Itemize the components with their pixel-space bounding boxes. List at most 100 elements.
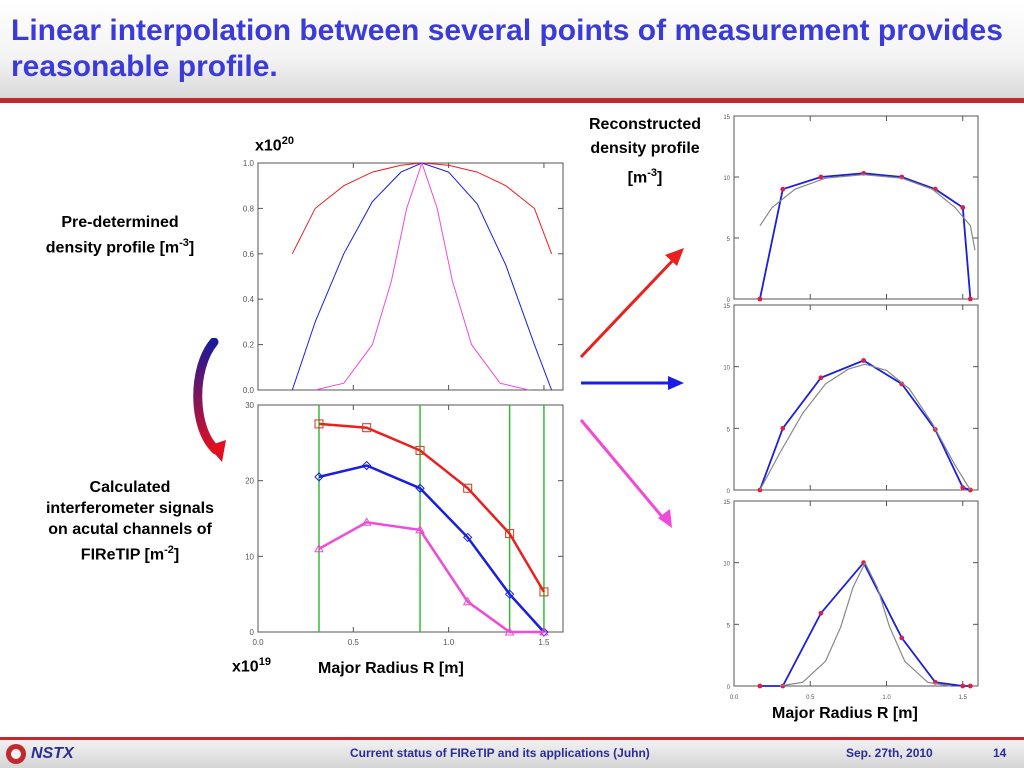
interferometer-signals-series-magenta-line: [318, 521, 544, 634]
data-point: [780, 425, 786, 431]
reconstructed-magenta-series-fit-line: [779, 561, 951, 687]
interferometer-signals-xtick-label: 1.0: [443, 638, 455, 647]
predetermined-profiles-chart: 0.0 0.2 0.4 0.6 0.8 1.0: [243, 159, 564, 395]
triangle-marker: [415, 524, 425, 534]
diamond-marker: [504, 589, 515, 599]
data-point: [960, 485, 966, 490]
predetermined-profiles-ytick-label: 1.0: [243, 159, 255, 168]
interferometer-signals-ytick-label: 20: [245, 477, 254, 486]
reconstructed-magenta-frame: [733, 500, 979, 687]
magenta-arrow-shaft: [579, 419, 666, 520]
square-marker: [463, 483, 473, 493]
reconstructed-magenta-xtick-label: 1.5: [959, 695, 968, 701]
data-point: [818, 174, 824, 180]
interferometer-signals-frame: [257, 404, 564, 633]
interferometer-signals-ytick-label: 0: [250, 628, 255, 637]
triangle-marker: [314, 543, 324, 553]
reconstructed-red-chart: 0 5 10 15: [723, 115, 979, 304]
predetermined-profiles-frame: [257, 162, 564, 391]
calculated-line4: FIReTIP [m-2]: [80, 544, 180, 564]
reconstructed-blue-ytick-label: 15: [723, 304, 730, 310]
reconstructed-magenta-series-blue-line: [759, 561, 971, 687]
footer: Current status of FIReTIP and its applic…: [0, 740, 1024, 768]
predetermined-profiles-series-blue-line: [291, 162, 553, 391]
cycle-arrow-icon: [193, 338, 226, 462]
calculated-line3: on acutal channels of: [48, 521, 212, 538]
reconstructed-magenta-xtick-label: 0.5: [806, 695, 815, 701]
square-marker: [314, 419, 324, 429]
nstx-logo-text: NSTX: [31, 745, 74, 762]
data-point: [861, 358, 867, 363]
interferometer-signals-series-blue-line: [318, 464, 545, 633]
reconstructed-blue-ytick-label: 5: [727, 427, 731, 433]
predetermined-profiles-ytick-label: 0.8: [243, 204, 255, 213]
reconstructed-magenta-ytick-label: 5: [727, 623, 731, 629]
data-point: [780, 186, 786, 192]
reconstructed-line3: [m-3]: [627, 167, 663, 187]
triangle-marker: [504, 626, 515, 636]
interferometer-signals-xtick-label: 0.0: [252, 638, 264, 647]
reconstructed-blue-chart: 0 5 10 15: [723, 304, 979, 495]
slide-title: Linear interpolation between several poi…: [11, 14, 1003, 83]
square-marker: [505, 529, 515, 539]
reconstructed-red-ytick-label: 5: [727, 237, 731, 243]
title-band: [0, 0, 1024, 98]
reconstructed-magenta-ytick-label: 10: [723, 562, 730, 568]
reconstructed-magenta-ytick-label: 15: [723, 500, 730, 506]
reconstructed-red-ytick-label: 0: [727, 298, 731, 304]
calculated-line1: Calculated: [89, 479, 171, 496]
diamond-marker: [462, 532, 473, 543]
predetermined-line1: Pre-determined: [61, 214, 179, 231]
reconstructed-red-series-blue-line: [759, 172, 972, 300]
reconstructed-blue-series-fit-line: [759, 363, 971, 491]
predetermined-profiles-series-red-line: [291, 162, 553, 255]
square-marker: [415, 445, 425, 455]
x10-19-label: x1019: [232, 656, 271, 676]
data-point: [960, 683, 966, 689]
data-point: [757, 683, 763, 689]
square-marker: [539, 587, 549, 597]
nstx-logo: NSTX: [4, 744, 84, 766]
major-radius-left: Major Radius R [m]: [318, 660, 464, 677]
data-point: [757, 296, 763, 302]
calculated-label: Calculated interferometer signals on acu…: [10, 477, 250, 565]
data-point: [899, 381, 905, 387]
square-marker: [362, 423, 372, 433]
data-point: [818, 375, 824, 381]
interferometer-signals-chart: 0 10 20 30 0.0 0.5 1.0 1.5: [245, 401, 564, 647]
reconstructed-magenta-chart: 0 5 10 15 0.0 0.5 1.0 1.5: [723, 500, 979, 701]
calculated-line2: interferometer signals: [45, 500, 215, 517]
reconstructed-magenta-ytick-label: 0: [727, 685, 731, 691]
footer-title: Current status of FIReTIP and its applic…: [350, 746, 650, 760]
arrows-group: [579, 248, 684, 528]
reconstructed-red-ytick-label: 15: [723, 115, 730, 121]
data-point: [967, 683, 973, 689]
interferometer-signals-xtick-label: 0.5: [348, 638, 360, 647]
reconstructed-magenta-xtick-label: 1.0: [882, 695, 891, 701]
reconstructed-magenta-xtick-label: 0.0: [730, 695, 739, 701]
reconstructed-blue-series-blue-line: [759, 359, 971, 491]
major-radius-right: Major Radius R [m]: [772, 705, 918, 722]
blue-arrow-head-icon: [668, 376, 684, 390]
data-point: [899, 635, 905, 641]
predetermined-profiles-ytick-label: 0.4: [243, 295, 255, 304]
footer-date: Sep. 27th, 2010: [846, 746, 933, 760]
diamond-marker: [361, 460, 372, 471]
triangle-marker: [462, 596, 473, 606]
predetermined-label: Pre-determined density profile [m-3]: [20, 212, 220, 258]
diamond-marker: [415, 483, 425, 493]
title-rule: [0, 98, 1024, 103]
magenta-arrow-head-icon: [658, 509, 672, 528]
footer-rule: [0, 737, 1024, 740]
predetermined-profiles-series-magenta-line: [315, 161, 529, 391]
predetermined-profiles-ytick-label: 0.2: [243, 341, 255, 350]
interferometer-signals-ytick-label: 30: [245, 401, 254, 410]
x10-20-label: x1020: [255, 135, 294, 155]
predetermined-profiles-ytick-label: 0.0: [243, 386, 255, 395]
interferometer-signals-series-red-line: [318, 422, 545, 593]
triangle-marker: [361, 517, 372, 526]
reconstructed-blue-ytick-label: 0: [727, 489, 731, 495]
predetermined-profiles-ytick-label: 0.6: [243, 250, 255, 259]
reconstructed-blue-ytick-label: 10: [723, 366, 730, 372]
